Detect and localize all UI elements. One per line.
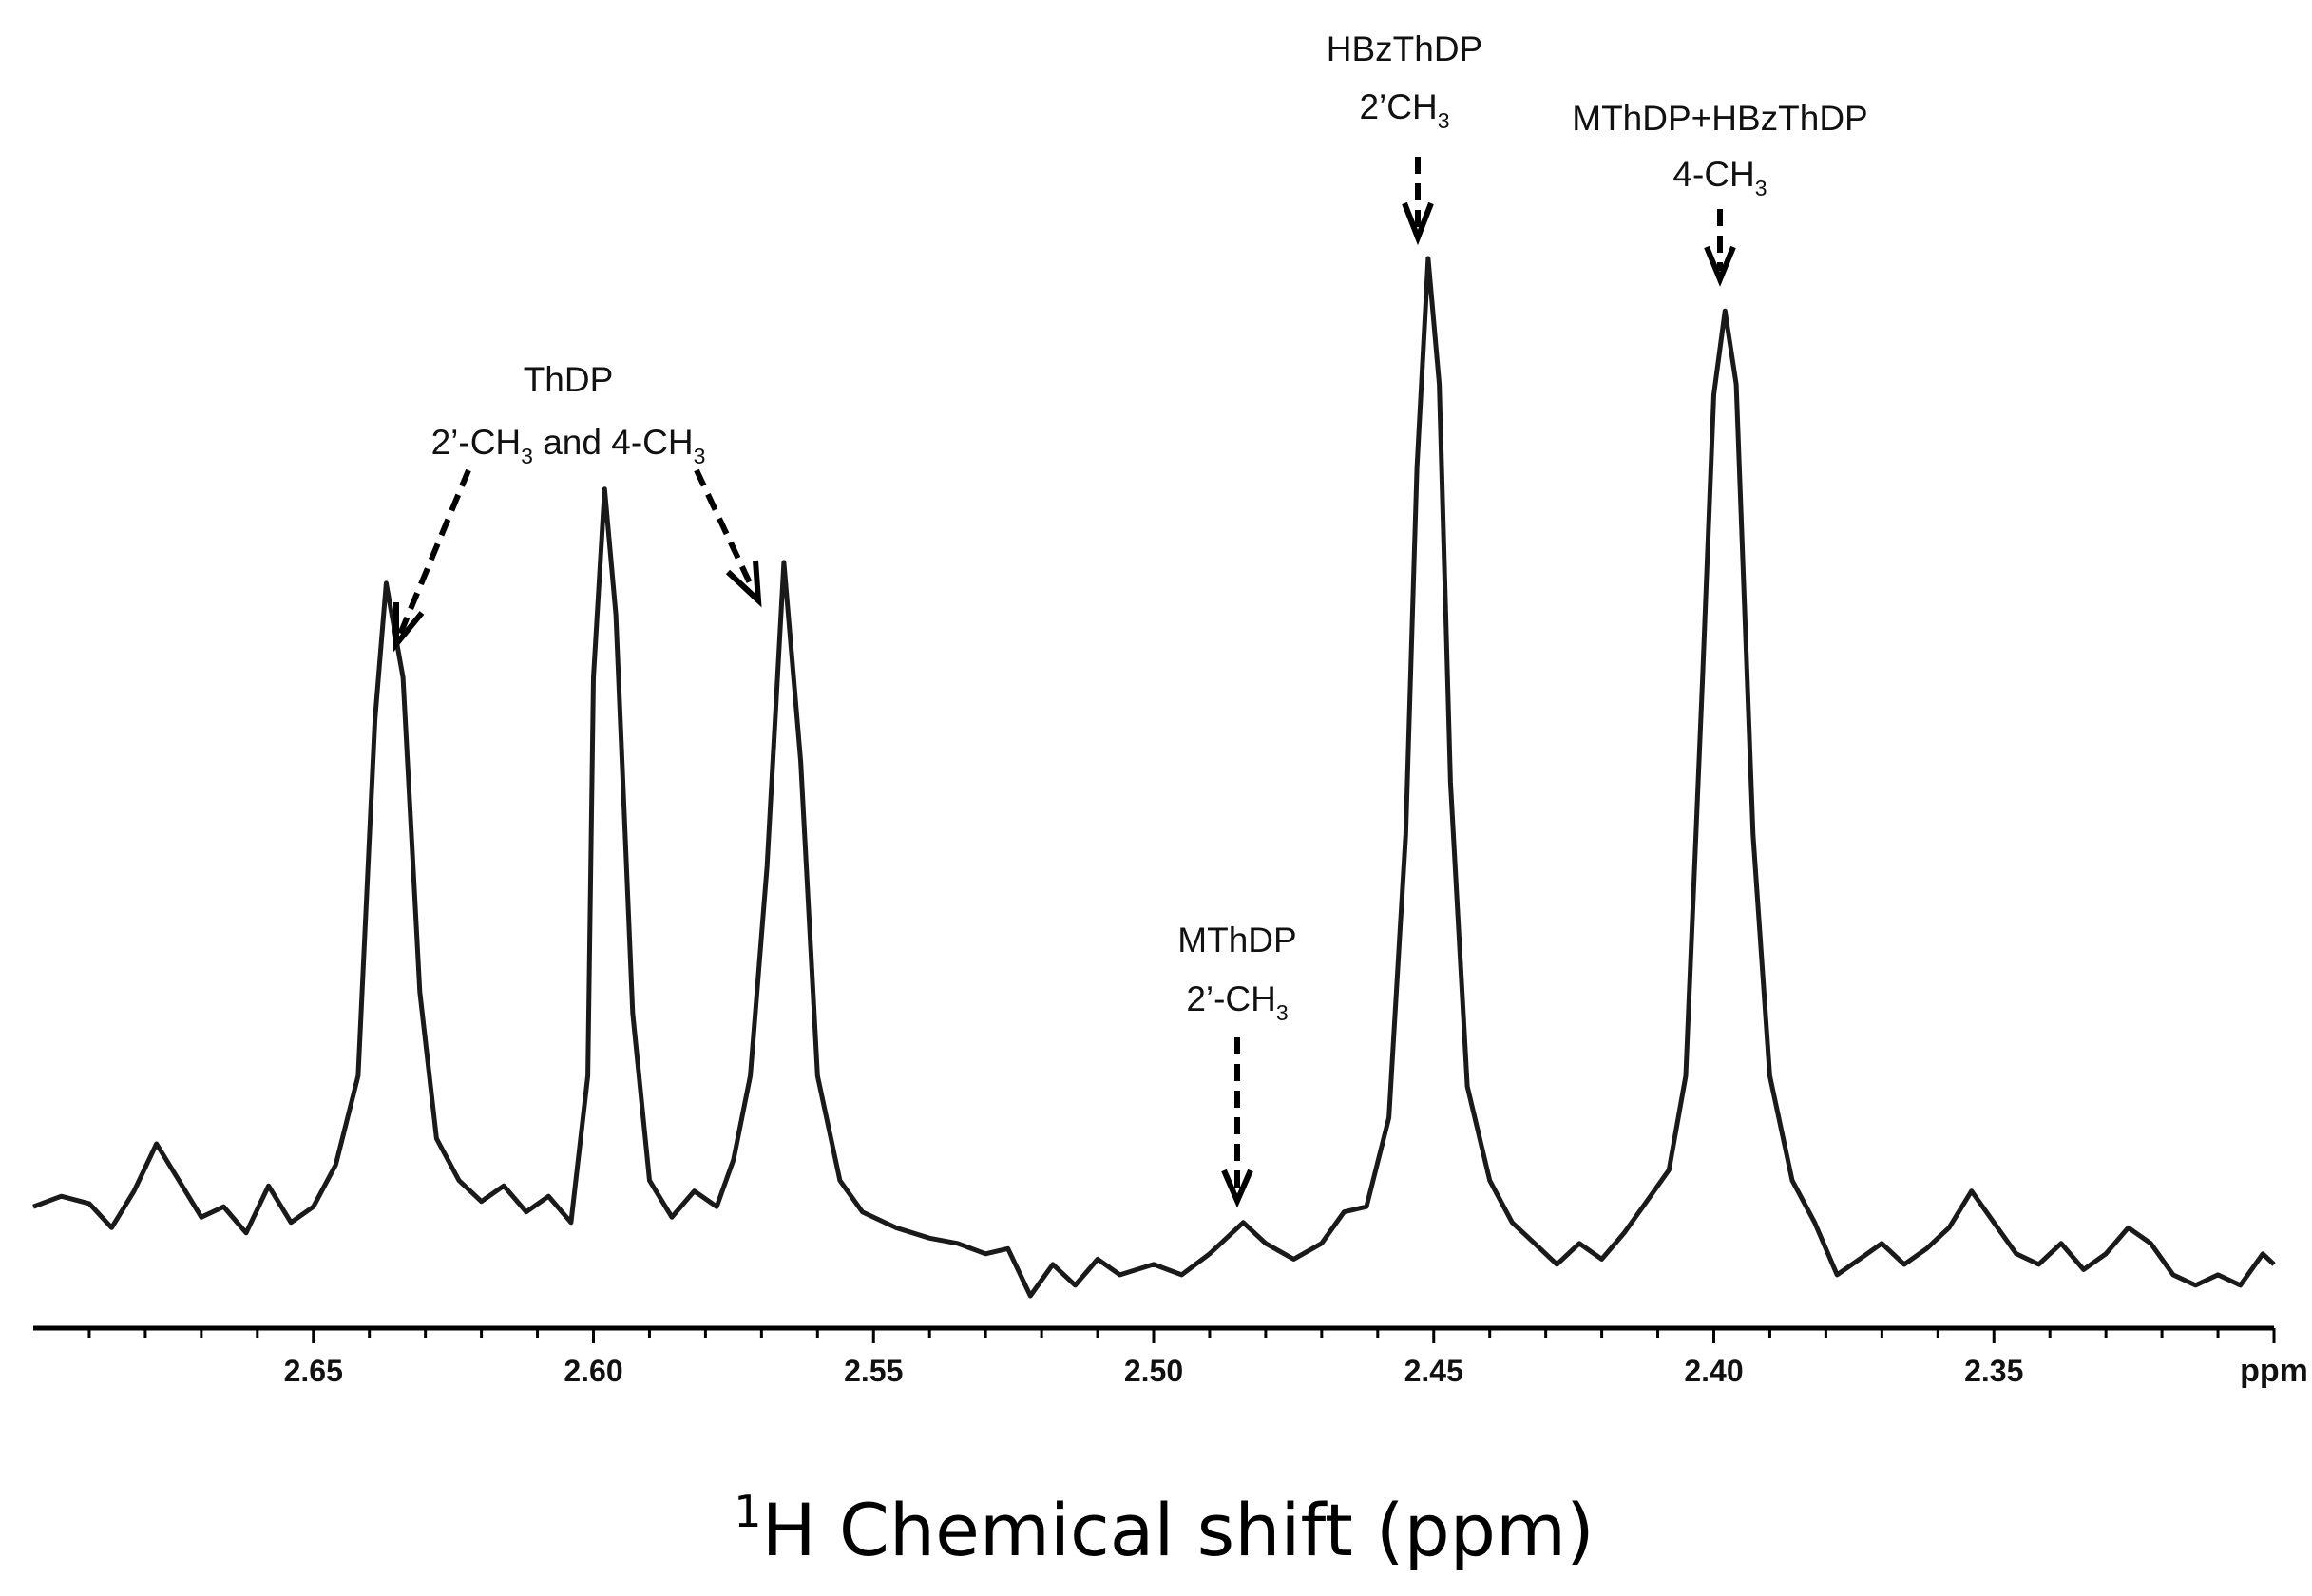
peak-annotations: ThDP 2’-CH3 and 4-CH3 MThDP 2’-CH3 HBzTh… xyxy=(393,29,1868,1208)
x-tick-label: 2.45 xyxy=(1404,1354,1463,1388)
x-tick-label: 2.50 xyxy=(1124,1354,1183,1388)
arrowhead-mthdp-hbzthdp xyxy=(1704,245,1736,287)
annotation-mthdp-line1: MThDP xyxy=(1177,921,1296,960)
spectrum-series-line xyxy=(32,256,2276,1299)
annotation-thdp-line2: 2’-CH3 and 4-CH3 xyxy=(431,423,706,468)
x-tick-label: 2.55 xyxy=(844,1354,903,1388)
x-axis-ticks: 2.65 2.60 2.55 2.50 2.45 2.40 2.35 xyxy=(87,1328,2276,1388)
x-tick-label: 2.65 xyxy=(284,1354,343,1388)
arrowhead-mthdp xyxy=(1221,1168,1253,1208)
annotation-hbzthdp-line2: 2’CH3 xyxy=(1359,87,1449,133)
annotation-hbzthdp-line1: HBzThDP xyxy=(1327,29,1482,68)
x-tick-label: 2.35 xyxy=(1964,1354,2023,1388)
x-axis-title: 1H Chemical shift (ppm) xyxy=(734,1486,1594,1572)
arrowhead-hbzthdp xyxy=(1402,201,1434,246)
arrowhead-thdp-right xyxy=(725,560,762,608)
x-tick-label: 2.40 xyxy=(1684,1354,1743,1388)
annotation-thdp-arrow-left xyxy=(396,468,471,638)
arrowhead-thdp-left xyxy=(393,602,425,653)
annotation-thdp-arrow-right xyxy=(694,468,755,591)
x-tick-label: 2.60 xyxy=(564,1354,622,1388)
annotation-mthdp-hbzthdp-line1: MThDP+HBzThDP xyxy=(1572,99,1867,138)
annotation-mthdp-hbzthdp-line2: 4-CH3 xyxy=(1672,155,1767,200)
x-axis-unit-label: ppm xyxy=(2240,1353,2308,1389)
annotation-thdp-line1: ThDP xyxy=(524,360,614,399)
annotation-mthdp-line2: 2’-CH3 xyxy=(1186,979,1288,1025)
